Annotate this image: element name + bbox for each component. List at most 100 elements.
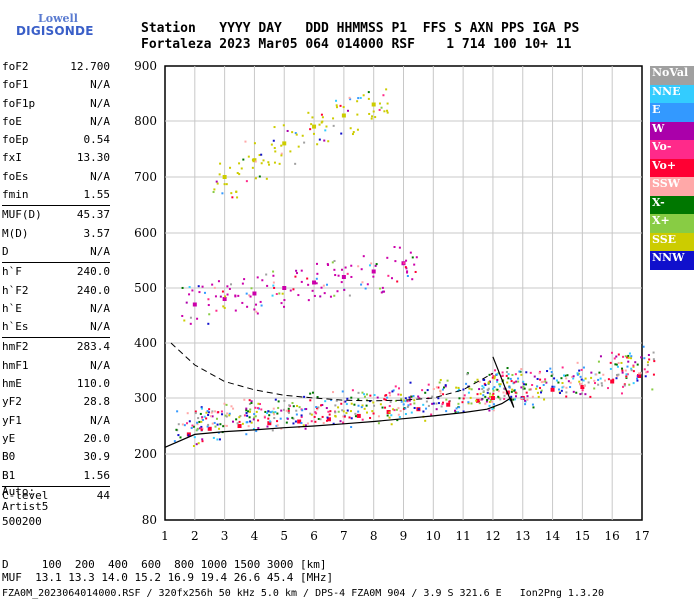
y-tick-label: 900 xyxy=(134,59,157,73)
echo-point xyxy=(263,416,266,419)
param-key: foF2 xyxy=(2,60,29,73)
echo-point xyxy=(498,383,501,386)
echo-point xyxy=(466,373,469,376)
echo-point xyxy=(294,275,297,278)
echo-point xyxy=(403,262,406,265)
echo-point xyxy=(617,362,620,365)
echo-point xyxy=(553,377,556,380)
echo-point xyxy=(241,422,244,425)
echo-point xyxy=(410,395,413,398)
echo-point xyxy=(538,370,541,373)
y-tick-label: 800 xyxy=(134,114,157,128)
echo-point xyxy=(386,109,389,112)
echo-point xyxy=(218,173,221,176)
echo-point xyxy=(481,388,484,391)
echo-point xyxy=(201,285,204,288)
echo-point xyxy=(495,388,498,391)
echo-point xyxy=(511,388,514,391)
echo-point xyxy=(401,261,406,266)
echo-point xyxy=(199,412,202,415)
echo-point xyxy=(597,360,600,363)
echo-point xyxy=(259,300,262,303)
param-key: fxI xyxy=(2,151,22,165)
echo-point xyxy=(246,414,249,417)
echo-point xyxy=(385,394,388,397)
echo-point xyxy=(177,423,180,426)
echo-point xyxy=(490,396,495,400)
echo-point xyxy=(532,406,535,409)
echo-point xyxy=(315,405,318,408)
echo-point xyxy=(371,115,374,118)
echo-point xyxy=(580,385,585,389)
echo-point xyxy=(445,398,448,401)
echo-point xyxy=(202,418,205,421)
echo-point xyxy=(510,395,513,398)
echo-point xyxy=(409,397,412,400)
echo-point xyxy=(252,291,257,296)
echo-point xyxy=(287,411,290,414)
echo-point xyxy=(513,389,516,392)
x-tick-label: 15 xyxy=(575,529,590,543)
echo-point xyxy=(348,96,351,99)
echo-point xyxy=(310,413,313,416)
echo-point xyxy=(246,421,249,424)
echo-point xyxy=(283,299,286,302)
echo-point xyxy=(409,403,412,406)
echo-point xyxy=(314,411,317,414)
echo-point xyxy=(209,415,212,418)
echo-point xyxy=(192,425,195,428)
echo-point xyxy=(280,427,283,430)
echo-point xyxy=(320,404,323,407)
echo-point xyxy=(476,393,479,396)
echo-point xyxy=(194,410,197,413)
echo-point xyxy=(251,166,254,169)
echo-point xyxy=(505,371,508,374)
echo-point xyxy=(617,373,620,376)
echo-point xyxy=(245,180,248,183)
echo-point xyxy=(181,286,184,289)
echo-point xyxy=(411,256,414,259)
echo-point xyxy=(582,379,585,382)
echo-point xyxy=(216,182,219,185)
echo-point xyxy=(422,415,425,418)
echo-point xyxy=(622,385,625,388)
echo-point xyxy=(579,383,582,386)
echo-point xyxy=(316,396,319,399)
echo-point xyxy=(265,177,268,180)
param-row: foF2 12.700 xyxy=(2,58,110,76)
echo-point xyxy=(221,413,224,416)
echo-point xyxy=(409,381,412,384)
echo-point xyxy=(266,284,269,287)
param-key: h`Es xyxy=(2,320,29,334)
echo-point xyxy=(312,132,315,135)
echo-point xyxy=(315,282,318,285)
echo-point xyxy=(467,391,470,394)
auto-label: Auto: xyxy=(2,485,36,498)
echo-point xyxy=(357,391,360,394)
echo-point xyxy=(198,420,201,423)
echo-point xyxy=(252,158,257,163)
echo-point xyxy=(236,171,239,174)
echo-point xyxy=(615,355,618,358)
legend-item-x-: X- xyxy=(650,195,694,214)
echo-point xyxy=(522,388,525,391)
echo-point xyxy=(390,277,393,280)
echo-point xyxy=(427,404,430,407)
echo-point xyxy=(413,263,416,266)
echo-point xyxy=(559,392,562,395)
echo-point xyxy=(191,424,194,427)
echo-point xyxy=(179,436,182,439)
echo-point xyxy=(398,387,401,390)
echo-point xyxy=(282,141,287,146)
echo-point xyxy=(285,409,288,412)
echo-point xyxy=(366,393,369,396)
echo-point xyxy=(507,373,510,376)
echo-point xyxy=(272,411,275,414)
echo-point xyxy=(211,422,214,425)
echo-point xyxy=(334,411,337,414)
param-value: 45.37 xyxy=(76,208,110,222)
echo-point xyxy=(624,369,627,372)
echo-point xyxy=(417,395,420,398)
echo-point xyxy=(335,399,338,402)
echo-point xyxy=(240,167,243,170)
